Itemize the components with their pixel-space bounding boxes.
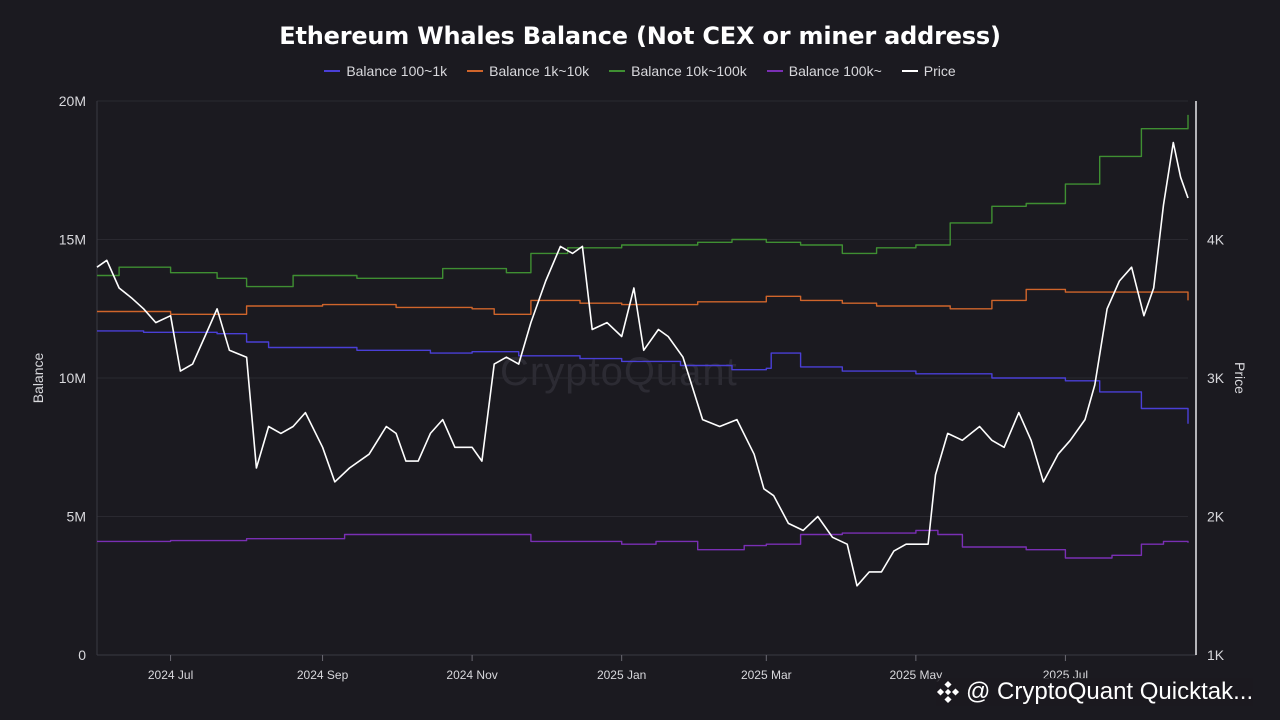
x-tick-label: 2024 Jul — [148, 668, 193, 682]
footer-badge: @ CryptoQuant Quicktak... — [936, 678, 1254, 706]
y-left-tick-label: 20M — [59, 93, 86, 109]
legend-label: Price — [923, 63, 956, 79]
legend-label: Balance 1k~10k — [489, 63, 590, 79]
legend-swatch — [609, 70, 626, 72]
legend-swatch — [467, 70, 484, 72]
legend-label: Balance 100k~ — [788, 63, 882, 79]
legend-label: Balance 100~1k — [346, 63, 448, 79]
legend-label: Balance 10k~100k — [631, 63, 747, 79]
y-left-tick-label: 15M — [59, 232, 86, 248]
legend-item[interactable]: Balance 1k~10k — [467, 63, 589, 79]
legend-item[interactable]: Balance 100k~ — [766, 63, 882, 79]
y-right-tick-label: 3K — [1207, 370, 1225, 386]
chart-title: Ethereum Whales Balance (Not CEX or mine… — [279, 22, 1001, 50]
y-right-tick-label: 4K — [1207, 232, 1225, 248]
legend-swatch — [324, 70, 341, 72]
legend-swatch — [766, 70, 783, 72]
y-left-tick-label: 0 — [78, 647, 86, 663]
series-line-balance-1k-10k — [97, 288, 1189, 315]
legend-item[interactable]: Balance 10k~100k — [609, 63, 747, 79]
series-line-balance-100k — [97, 529, 1189, 559]
x-tick-label: 2025 Mar — [741, 668, 792, 682]
x-tick-label: 2024 Nov — [446, 668, 497, 682]
legend-item[interactable]: Balance 100~1k — [324, 63, 447, 79]
y-left-tick-label: 10M — [59, 370, 86, 386]
x-tick-label: 2024 Sep — [297, 668, 349, 682]
legend-swatch — [901, 70, 918, 72]
binance-diamond-icon — [936, 680, 960, 704]
series-line-balance-100-1k — [97, 330, 1189, 424]
x-tick-label: 2025 May — [890, 668, 943, 682]
y-right-tick-label: 2K — [1207, 509, 1225, 525]
series-line-price — [96, 141, 1189, 587]
x-tick-label: 2025 Jan — [597, 668, 646, 682]
y-left-tick-label: 5M — [67, 509, 86, 525]
legend: Balance 100~1k Balance 1k~10k Balance 10k~… — [0, 63, 1280, 79]
footer-brand-text: @ CryptoQuant Quicktak... — [966, 678, 1254, 705]
y-right-tick-label: 1K — [1207, 647, 1225, 663]
series-line-balance-10k-100k — [97, 114, 1189, 288]
legend-item[interactable]: Price — [901, 63, 956, 79]
